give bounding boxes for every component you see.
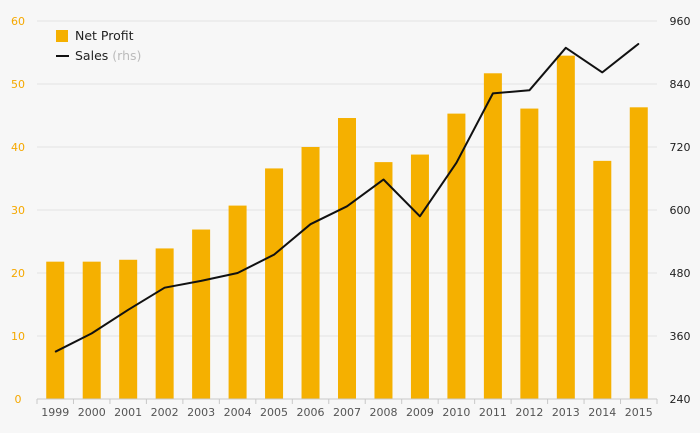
sales-point	[528, 89, 530, 91]
x-tick-label: 2005	[260, 406, 288, 419]
left-tick-label: 40	[11, 141, 25, 154]
legend-label-net-profit: Net Profit	[75, 28, 134, 43]
legend-label-sales: Sales (rhs)	[75, 48, 141, 63]
bar-net-profit	[338, 118, 356, 400]
x-tick-label: 2001	[114, 406, 142, 419]
right-tick-label: 360	[670, 330, 691, 343]
right-tick-label: 720	[670, 141, 691, 154]
x-tick-label: 2011	[479, 406, 507, 419]
sales-point	[273, 254, 275, 256]
sales-point	[565, 47, 567, 49]
legend-swatch-net-profit	[56, 30, 68, 42]
sales-point	[346, 205, 348, 207]
bar-net-profit	[520, 108, 539, 399]
bar-net-profit	[629, 107, 648, 399]
x-tick-label: 2002	[151, 406, 179, 419]
left-tick-label: 60	[11, 15, 25, 28]
left-tick-label: 20	[11, 267, 25, 280]
left-tick-label: 50	[11, 78, 25, 91]
sales-point	[54, 351, 56, 353]
x-tick-label: 2009	[406, 406, 434, 419]
sales-point	[601, 71, 603, 73]
right-axis-ticks: 240 360 480 600 720 840 960	[670, 15, 691, 406]
right-tick-label: 240	[670, 393, 691, 406]
x-tick-label: 2008	[369, 406, 397, 419]
x-tick-label: 2003	[187, 406, 215, 419]
bar-net-profit	[483, 73, 502, 399]
bar-net-profit	[228, 205, 247, 399]
bar-net-profit	[410, 154, 429, 399]
right-tick-label: 600	[670, 204, 691, 217]
sales-point	[492, 92, 494, 94]
legend-sales-note: (rhs)	[112, 48, 141, 63]
bar-net-profit	[556, 55, 575, 400]
bar-net-profit	[119, 259, 138, 399]
x-tick-label: 2014	[588, 406, 616, 419]
bar-net-profit	[265, 168, 284, 399]
bar-net-profit	[374, 162, 393, 399]
right-tick-label: 840	[670, 78, 691, 91]
right-tick-label: 480	[670, 267, 691, 280]
bar-net-profit	[447, 113, 466, 400]
x-tick-label: 2007	[333, 406, 361, 419]
legend: Net Profit Sales (rhs)	[56, 28, 141, 63]
x-axis-ticks: 1999 2000 2001 2002 2003 2004 2005 2006 2007 2008…	[41, 406, 653, 419]
bar-net-profit	[82, 261, 101, 399]
net-profit-bars	[46, 55, 648, 400]
sales-point	[382, 179, 384, 181]
left-tick-label: 10	[11, 330, 25, 343]
bar-net-profit	[192, 229, 211, 399]
sales-point	[164, 287, 166, 289]
sales-point	[638, 43, 640, 45]
left-axis-ticks: 0 10 20 30 40 50 60	[11, 15, 25, 406]
bar-net-profit	[155, 248, 174, 399]
sales-point	[455, 162, 457, 164]
sales-point	[310, 223, 312, 225]
sales-point	[237, 272, 239, 274]
x-tick-label: 1999	[41, 406, 69, 419]
x-tick-label: 2013	[552, 406, 580, 419]
right-tick-label: 960	[670, 15, 691, 28]
legend-sales-name: Sales	[75, 48, 108, 63]
bar-net-profit	[46, 261, 65, 399]
sales-point	[200, 280, 202, 282]
sales-line-layer	[54, 42, 640, 353]
x-tick-label: 2012	[515, 406, 543, 419]
x-tick-label: 2006	[297, 406, 325, 419]
bar-net-profit	[593, 160, 612, 399]
bar-net-profit	[301, 147, 320, 399]
sales-point	[91, 332, 93, 334]
left-tick-label: 0	[15, 393, 22, 406]
left-tick-label: 30	[11, 204, 25, 217]
x-tick-label: 2015	[625, 406, 653, 419]
sales-point	[127, 309, 129, 311]
x-tick-label: 2010	[442, 406, 470, 419]
x-tick-label: 2004	[224, 406, 252, 419]
x-axis	[36, 398, 658, 404]
x-tick-label: 2000	[78, 406, 106, 419]
sales-point	[419, 215, 421, 217]
